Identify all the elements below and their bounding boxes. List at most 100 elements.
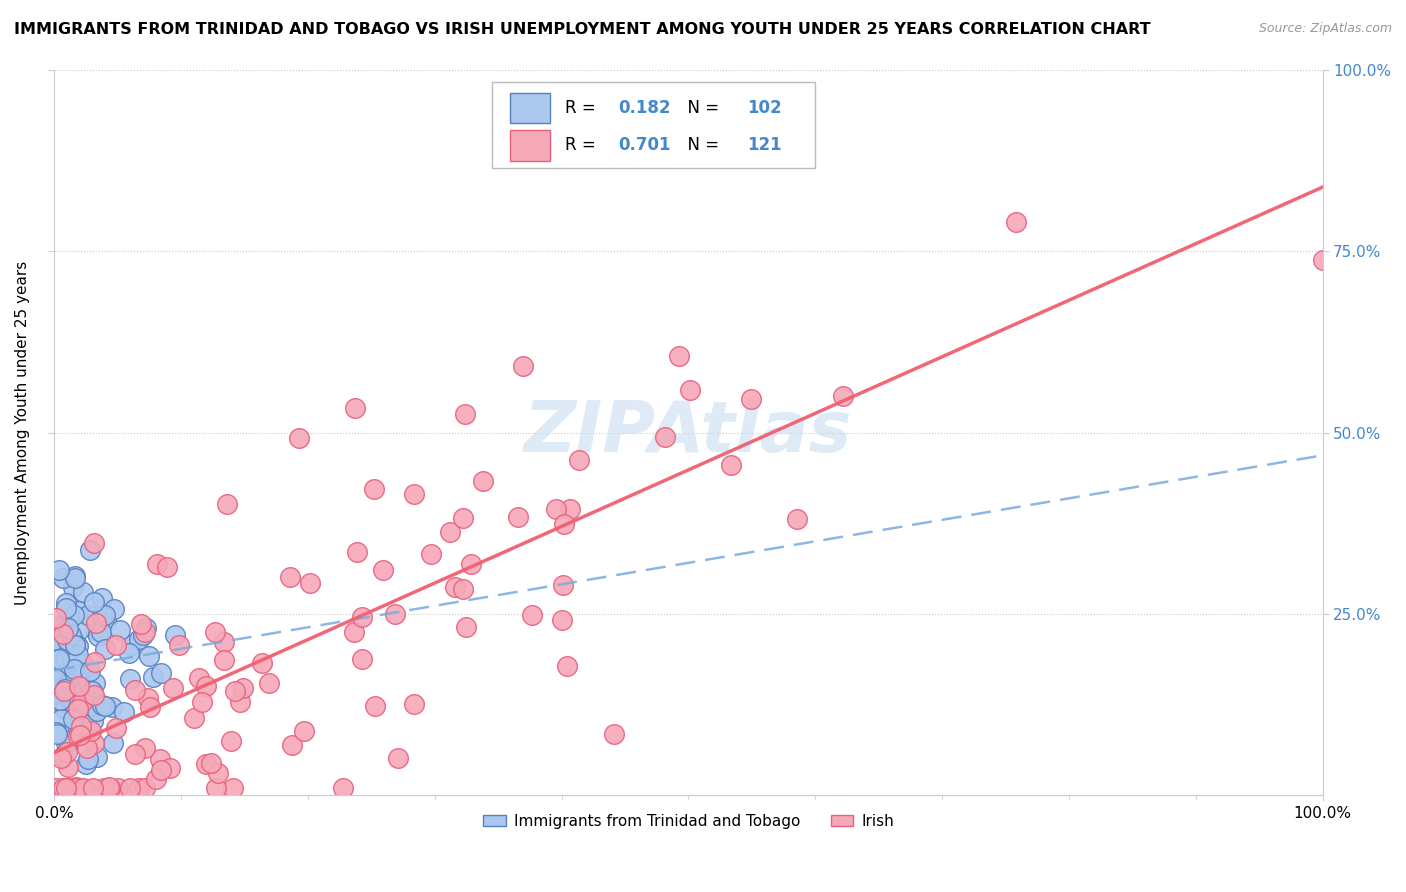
Point xyxy=(58,690,80,705)
Point xyxy=(332,781,354,796)
Point xyxy=(419,547,441,561)
Point xyxy=(167,638,190,652)
Point xyxy=(520,607,543,622)
Point xyxy=(555,659,578,673)
Point xyxy=(159,761,181,775)
Point xyxy=(65,780,87,795)
Point xyxy=(224,684,246,698)
Point xyxy=(212,635,235,649)
Point xyxy=(91,591,114,606)
Point xyxy=(52,570,75,584)
Point xyxy=(72,695,94,709)
Point xyxy=(51,657,73,671)
Point xyxy=(654,430,676,444)
Point xyxy=(460,557,482,571)
Point xyxy=(55,601,77,615)
Point xyxy=(299,575,322,590)
Point xyxy=(343,625,366,640)
Point xyxy=(222,781,245,796)
Point xyxy=(56,733,79,747)
Point xyxy=(191,695,214,709)
Point xyxy=(70,718,93,732)
Point xyxy=(87,629,110,643)
Text: R =: R = xyxy=(565,99,602,117)
FancyBboxPatch shape xyxy=(509,93,550,123)
Point xyxy=(69,781,91,796)
Point xyxy=(55,781,77,796)
Point xyxy=(90,624,112,639)
Point xyxy=(110,624,132,638)
Point xyxy=(58,675,80,690)
Point xyxy=(668,350,690,364)
Point xyxy=(150,764,173,778)
Point xyxy=(72,781,94,796)
Point xyxy=(94,613,117,627)
Point xyxy=(183,711,205,725)
Point xyxy=(53,684,76,698)
Point xyxy=(44,687,66,701)
Point xyxy=(70,661,93,675)
Point xyxy=(55,781,77,796)
Point xyxy=(67,623,90,637)
Point xyxy=(65,781,87,796)
Point xyxy=(134,781,156,796)
Point xyxy=(454,407,477,421)
Point xyxy=(67,729,90,743)
Point xyxy=(62,689,84,703)
Point xyxy=(86,750,108,764)
Point xyxy=(63,607,86,622)
Point xyxy=(48,563,70,577)
Point xyxy=(103,601,125,615)
Point xyxy=(129,617,152,632)
Point xyxy=(60,628,83,642)
Point xyxy=(120,638,142,652)
Point xyxy=(48,642,70,657)
Point xyxy=(603,727,626,741)
Point xyxy=(55,597,77,611)
Point xyxy=(53,781,76,796)
Point xyxy=(162,681,184,695)
Point xyxy=(120,672,142,686)
Point xyxy=(212,653,235,667)
Point xyxy=(195,679,218,693)
Point xyxy=(439,524,461,539)
Point xyxy=(62,712,84,726)
Point xyxy=(278,570,301,584)
Point xyxy=(84,616,107,631)
Point xyxy=(1005,215,1028,229)
Point xyxy=(402,487,425,501)
Point xyxy=(69,728,91,742)
Point xyxy=(128,632,150,646)
Point xyxy=(80,724,103,739)
Point xyxy=(76,740,98,755)
Point xyxy=(456,620,478,634)
Point xyxy=(45,673,67,687)
Point xyxy=(568,453,591,467)
Point xyxy=(45,725,67,739)
Point xyxy=(72,585,94,599)
Point xyxy=(49,751,72,765)
Point xyxy=(112,705,135,719)
Point xyxy=(132,628,155,642)
Text: N =: N = xyxy=(678,99,724,117)
Point xyxy=(77,608,100,623)
Point xyxy=(156,560,179,574)
Point xyxy=(402,698,425,712)
Text: 102: 102 xyxy=(747,99,782,117)
Point xyxy=(69,681,91,695)
Point xyxy=(105,638,128,652)
Point xyxy=(79,542,101,557)
Point xyxy=(51,638,73,652)
Point xyxy=(45,672,67,686)
Point xyxy=(145,557,167,571)
Point xyxy=(128,781,150,796)
Text: N =: N = xyxy=(678,136,724,154)
Point xyxy=(60,694,83,708)
Point xyxy=(79,720,101,734)
Point xyxy=(288,432,311,446)
Point xyxy=(188,672,211,686)
Point xyxy=(65,660,87,674)
Point xyxy=(553,516,575,531)
Point xyxy=(91,608,114,623)
Point xyxy=(56,760,79,774)
